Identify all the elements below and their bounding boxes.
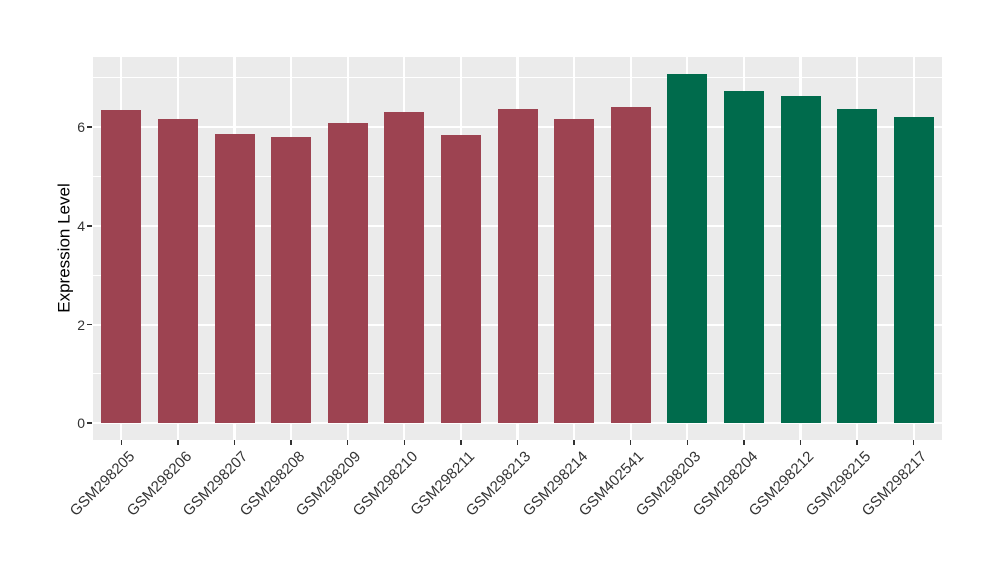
x-tick-mark [912,440,915,445]
y-tick-mark [87,323,92,326]
x-tick-mark [799,440,802,445]
y-tick-mark [87,422,92,424]
x-tick-mark [346,440,349,445]
bar [780,96,821,424]
bar [837,108,878,424]
x-tick-mark [743,440,745,445]
plot-panel [93,57,942,440]
bar [440,135,481,424]
y-axis-title: Expression Level [54,183,74,313]
bar [610,107,651,424]
x-tick-mark [856,440,858,445]
y-tick-label: 4 [77,217,85,234]
x-tick-mark [629,440,632,445]
y-tick-label: 6 [77,119,85,136]
bar [893,116,934,424]
x-tick-mark [686,440,689,445]
y-tick-mark [87,224,92,227]
x-tick-mark [516,440,519,445]
bar [384,111,425,424]
bar [157,118,198,424]
x-tick-mark [573,440,575,445]
x-tick-mark [233,440,236,445]
bar [101,110,142,424]
bar [214,134,255,424]
bar [497,109,538,424]
x-tick-mark [460,440,462,445]
y-tick-label: 2 [77,316,85,333]
bar [723,91,764,424]
bar [554,118,595,424]
y-tick-label: 0 [77,415,85,432]
x-tick-mark [403,440,406,445]
bar [327,123,368,424]
x-tick-mark [120,440,123,445]
bar [667,73,708,424]
y-tick-mark [87,126,92,128]
x-tick-mark [290,440,292,445]
x-tick-mark [177,440,179,445]
bar [271,137,312,424]
